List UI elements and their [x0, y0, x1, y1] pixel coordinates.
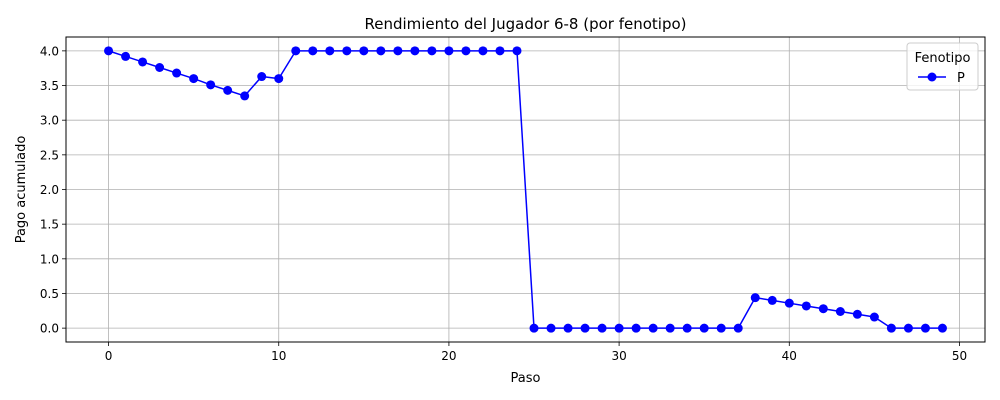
data-point — [138, 57, 148, 67]
x-tick-label: 0 — [105, 349, 113, 363]
x-tick-label: 30 — [611, 349, 626, 363]
data-point — [274, 74, 284, 84]
data-point — [699, 323, 709, 333]
data-point — [614, 323, 624, 333]
data-point — [903, 323, 913, 333]
data-point — [801, 301, 811, 311]
data-point — [631, 323, 641, 333]
data-point — [206, 80, 216, 90]
y-tick-label: 3.0 — [40, 114, 59, 128]
data-point — [835, 307, 845, 316]
data-point — [393, 46, 403, 56]
data-point — [563, 323, 573, 333]
data-point — [920, 323, 930, 333]
series-layer — [104, 46, 947, 333]
legend-label-series: P — [957, 71, 965, 86]
data-point — [648, 323, 658, 333]
data-point — [529, 323, 539, 333]
legend: Fenotipo P — [906, 42, 979, 91]
y-tick-label: 2.0 — [40, 183, 59, 197]
data-point — [546, 323, 556, 333]
data-point — [291, 46, 301, 56]
data-point — [325, 46, 335, 56]
data-point — [427, 46, 437, 56]
data-point — [937, 323, 947, 333]
data-point — [121, 51, 131, 61]
data-point — [512, 46, 522, 56]
x-tick-label: 50 — [952, 349, 967, 363]
chart-title: Rendimiento del Jugador 6-8 (por fenotip… — [364, 15, 686, 33]
data-point — [189, 74, 199, 84]
data-point — [495, 46, 505, 56]
data-point — [240, 91, 250, 101]
legend-title: Fenotipo — [915, 51, 971, 66]
data-point — [410, 46, 420, 56]
data-point — [784, 298, 794, 308]
y-axis-label: Pago acumulado — [14, 136, 29, 244]
legend-box — [906, 42, 979, 91]
data-point — [580, 323, 590, 333]
data-point — [223, 85, 233, 95]
data-point — [342, 46, 352, 56]
data-point — [767, 295, 777, 305]
y-tick-label: 4.0 — [40, 44, 59, 58]
data-point — [104, 46, 114, 56]
y-tick-label: 1.0 — [40, 252, 59, 266]
data-point — [852, 309, 862, 319]
data-point — [665, 323, 675, 333]
x-tick-label: 20 — [441, 349, 456, 363]
y-tick-label: 2.5 — [40, 148, 59, 162]
x-tick-label: 10 — [271, 349, 286, 363]
data-point — [308, 46, 318, 56]
data-point — [257, 72, 267, 82]
data-point — [172, 68, 182, 78]
data-point — [478, 46, 488, 56]
legend-marker-swatch — [927, 72, 937, 82]
data-point — [376, 46, 386, 56]
data-point — [682, 323, 692, 333]
data-point — [886, 323, 896, 333]
data-point — [818, 304, 828, 314]
x-tick-label: 40 — [782, 349, 797, 363]
data-point — [359, 46, 369, 56]
y-tick-label: 3.5 — [40, 79, 59, 93]
data-point — [869, 312, 879, 322]
data-point — [155, 63, 165, 72]
y-tick-label: 0.0 — [40, 322, 59, 336]
x-axis-ticks: 0 10 20 30 40 50 — [105, 342, 967, 363]
data-point — [733, 323, 743, 333]
data-point — [444, 46, 454, 56]
data-point — [750, 293, 760, 303]
data-point — [597, 323, 607, 333]
y-axis-ticks: 0.0 0.5 1.0 1.5 2.0 2.5 3.0 3.5 4.0 — [40, 44, 66, 336]
y-tick-label: 0.5 — [40, 287, 59, 301]
x-axis-label: Paso — [511, 371, 541, 386]
y-tick-label: 1.5 — [40, 218, 59, 232]
data-point — [716, 323, 726, 333]
data-point — [461, 46, 471, 56]
